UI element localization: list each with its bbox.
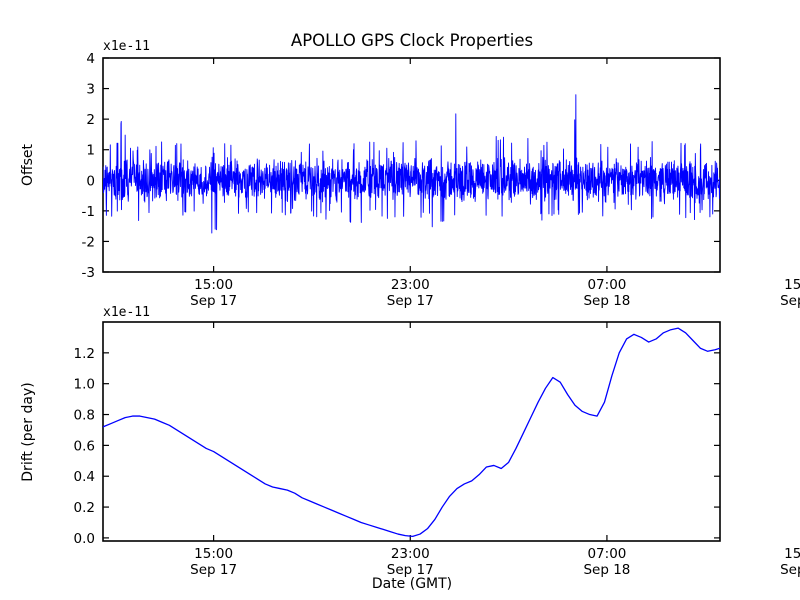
drift-x-tick-label: 07:00 (587, 546, 626, 562)
offset-y-tick-label: -3 (82, 265, 95, 281)
drift-y-tick-label: 0.6 (74, 438, 95, 454)
offset-data-series (103, 94, 720, 234)
offset-y-tick-label: 1 (86, 143, 95, 159)
offset-x-tick-sublabel: Sep 18 (780, 293, 800, 309)
drift-x-tick-label: 23:00 (391, 546, 430, 562)
drift-y-tick-label: 0.4 (74, 469, 95, 485)
drift-exponent-label: x1e-11 (103, 305, 150, 320)
drift-y-tick-label: 0.8 (74, 408, 95, 424)
drift-y-tick-group: 0.0 0.2 0.4 0.6 0.8 1.0 1.2 (74, 346, 720, 547)
offset-x-tick-label: 15:00 (194, 277, 233, 293)
offset-y-tick-label: -1 (82, 204, 95, 220)
offset-axes-frame (102, 57, 721, 273)
drift-y-tick-label: 1.2 (74, 346, 95, 362)
drift-x-tick-sublabel: Sep 17 (190, 562, 237, 578)
offset-y-tick-label: 0 (86, 173, 95, 189)
offset-x-tick-label: 07:00 (587, 277, 626, 293)
drift-x-tick-label: 15:00 (784, 546, 800, 562)
offset-panel: APOLLO GPS Clock Properties x1e-11 Offse… (20, 31, 800, 309)
offset-y-tick-group: -3 -2 -1 0 1 2 3 4 (82, 51, 720, 281)
offset-x-tick-label: 23:00 (391, 277, 430, 293)
drift-data-series (103, 327, 720, 538)
drift-panel: x1e-11 Drift (per day) Date (GMT) 0.0 0.2… (20, 305, 800, 592)
drift-y-tick-label: 1.0 (74, 377, 95, 393)
drift-x-axis-label: Date (GMT) (372, 576, 452, 592)
drift-axes-frame (102, 321, 721, 542)
offset-x-tick-sublabel: Sep 17 (387, 293, 434, 309)
drift-x-tick-label: 15:00 (194, 546, 233, 562)
offset-y-tick-label: -2 (82, 234, 95, 250)
offset-y-tick-label: 3 (86, 82, 95, 98)
offset-exponent-label: x1e-11 (103, 39, 150, 54)
offset-y-tick-label: 2 (86, 112, 95, 128)
drift-x-tick-sublabel: Sep 17 (387, 562, 434, 578)
drift-y-tick-label: 0.2 (74, 500, 95, 516)
offset-x-tick-sublabel: Sep 18 (583, 293, 630, 309)
drift-x-tick-sublabel: Sep 18 (780, 562, 800, 578)
offset-y-axis-label: Offset (20, 143, 36, 186)
drift-y-tick-label: 0.0 (74, 531, 95, 547)
offset-x-tick-sublabel: Sep 17 (190, 293, 237, 309)
page-title: APOLLO GPS Clock Properties (291, 31, 533, 50)
offset-x-tick-label: 15:00 (784, 277, 800, 293)
drift-x-tick-sublabel: Sep 18 (583, 562, 630, 578)
offset-y-tick-label: 4 (86, 51, 95, 67)
drift-y-axis-label: Drift (per day) (20, 382, 36, 481)
